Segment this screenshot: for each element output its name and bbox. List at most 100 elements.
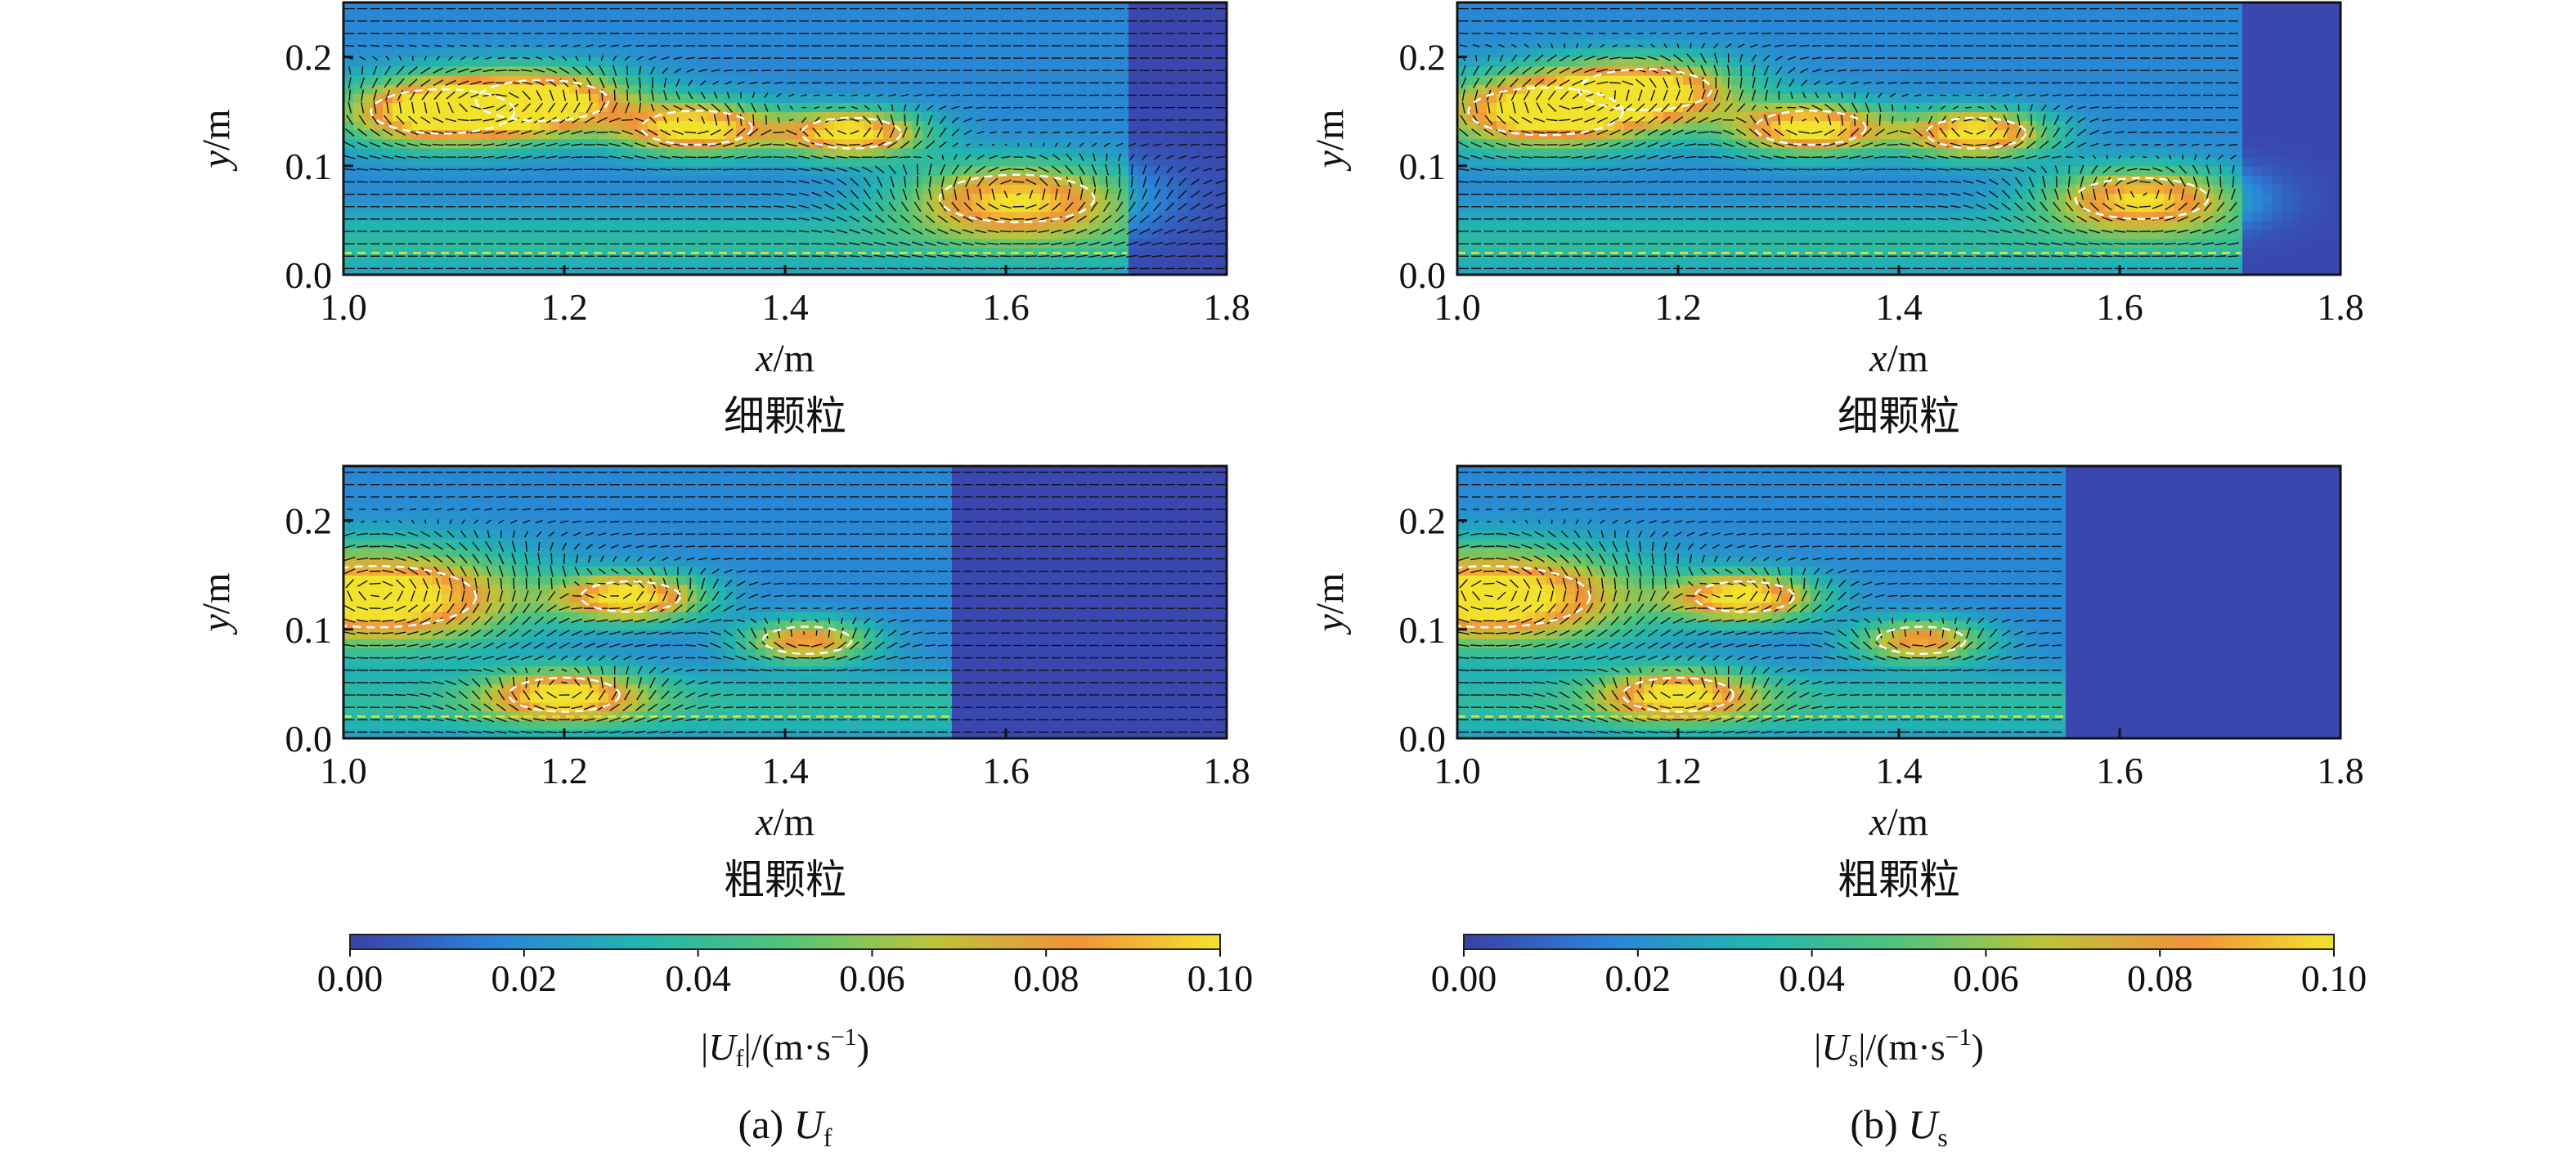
colorbar-b-label-close-bar: |: [1858, 1026, 1865, 1068]
x-axis-label-var: x: [755, 800, 773, 844]
colorbar-tick-label: 0.10: [2301, 957, 2367, 999]
colorbar-b-label-symbol: U: [1821, 1026, 1851, 1068]
x-axis-label-unit: /m: [773, 800, 815, 844]
x-tick-label: 1.8: [2317, 750, 2364, 791]
colorbar-b-label-exp: −1: [1945, 1024, 1972, 1051]
plot-subtitle-3: 粗颗粒: [724, 857, 846, 903]
x-axis-label-unit: /m: [1887, 337, 1928, 380]
caption-b-symbol: U: [1908, 1101, 1940, 1147]
y-axis-label-var: y: [195, 613, 238, 635]
y-tick-label: 0.1: [285, 146, 333, 187]
y-axis-label-1: y/m: [195, 110, 238, 173]
y-axis-label-2: y/m: [1308, 110, 1352, 173]
colorbar-a-bar: [349, 934, 1221, 950]
y-tick-label: 0.2: [285, 37, 333, 78]
x-tick-label: 1.6: [982, 286, 1030, 328]
speed-field-4: [1457, 466, 2340, 738]
x-axis-label-var: x: [1869, 337, 1887, 380]
y-axis-label-4: y/m: [1308, 573, 1352, 636]
colorbar-b: 0.00 0.02 0.04 0.06 0.08 0.10 |Us|/(m·s−1): [1431, 934, 2367, 1072]
contours-2: [1457, 68, 2242, 254]
velocity-vectors-3: [343, 471, 1226, 734]
x-axis-label-1: x/m: [755, 337, 815, 380]
x-tick-label: 1.2: [541, 750, 588, 791]
x-axis-label-var: x: [1869, 800, 1887, 844]
colorbar-a: 0.00 0.02 0.04 0.06 0.08 0.10 |Uf|/(m·s−1): [317, 934, 1254, 1072]
colorbar-tick-label: 0.08: [1013, 957, 1079, 999]
x-tick-label: 1.4: [1875, 286, 1923, 328]
x-ticks-2: 1.0 1.2 1.4 1.6 1.8: [1434, 265, 2364, 328]
colorbar-b-label-unit: /(m·s: [1866, 1026, 1945, 1068]
colorbar-a-label-close-bar: |: [743, 1026, 751, 1068]
y-tick-label: 0.2: [1399, 500, 1447, 542]
y-tick-label: 0.1: [1399, 146, 1447, 187]
colorbar-tick-label: 0.02: [491, 957, 558, 999]
x-tick-label: 1.0: [320, 286, 367, 328]
x-tick-label: 1.4: [761, 286, 809, 328]
colorbar-tick-label: 0.04: [1779, 957, 1845, 999]
caption-a-prefix: (a): [738, 1101, 794, 1147]
colorbar-tick-label: 0.06: [839, 957, 905, 999]
colorbar-tick-label: 0.00: [317, 957, 384, 999]
colorbar-tick-label: 0.08: [2127, 957, 2193, 999]
colorbar-b-label-close: ): [1972, 1026, 1984, 1068]
caption-b: (b) Us: [1850, 1101, 1947, 1152]
y-ticks-1: 0.0 0.1 0.2: [285, 37, 353, 296]
x-ticks-4: 1.0 1.2 1.4 1.6 1.8: [1434, 728, 2364, 791]
x-axis-label-var: x: [755, 337, 773, 380]
velocity-vectors-4: [1457, 471, 2062, 734]
colorbar-b-ticks: 0.00 0.02 0.04 0.06 0.08 0.10: [1431, 949, 2367, 999]
x-tick-label: 1.6: [2096, 286, 2143, 328]
x-ticks-3: 1.0 1.2 1.4 1.6 1.8: [320, 728, 1250, 791]
plot-subtitle-1: 细颗粒: [724, 393, 846, 439]
x-tick-label: 1.6: [2096, 750, 2143, 791]
colorbar-tick-label: 0.06: [1953, 957, 2019, 999]
colorbar-a-label-open-bar: |: [701, 1026, 708, 1068]
x-tick-label: 1.4: [1875, 750, 1923, 791]
y-ticks-3: 0.0 0.1 0.2: [285, 500, 353, 760]
y-axis-label-unit: /m: [195, 110, 238, 151]
y-ticks-4: 0.0 0.1 0.2: [1399, 500, 1467, 760]
colorbar-a-label-symbol: U: [708, 1026, 738, 1068]
y-tick-label: 0.2: [285, 500, 333, 542]
colorbar-a-label: |Uf|/(m·s−1): [701, 1024, 869, 1072]
contours-4: [1457, 565, 2065, 718]
speed-field-1: [343, 2, 1227, 275]
y-tick-label: 0.1: [285, 609, 333, 651]
plot-subtitle-4: 粗颗粒: [1838, 857, 1960, 903]
x-tick-label: 1.2: [1654, 750, 1702, 791]
colorbar-tick-label: 0.10: [1187, 957, 1254, 999]
colorbar-tick-label: 0.00: [1431, 957, 1497, 999]
x-tick-label: 1.0: [1434, 750, 1481, 791]
y-axis-label-unit: /m: [1308, 573, 1352, 615]
y-tick-label: 0.1: [1399, 609, 1447, 651]
caption-b-prefix: (b): [1850, 1101, 1908, 1147]
x-tick-label: 1.8: [1203, 750, 1250, 791]
y-axis-label-var: y: [1308, 613, 1352, 635]
x-tick-label: 1.0: [1434, 286, 1481, 328]
x-tick-label: 1.8: [2317, 286, 2364, 328]
x-tick-label: 1.0: [320, 750, 367, 791]
colorbar-b-label-open-bar: |: [1814, 1026, 1821, 1068]
speed-field-2: [1457, 2, 2340, 275]
colorbar-a-ticks: 0.00 0.02 0.04 0.06 0.08 0.10: [317, 949, 1254, 999]
plot-subtitle-2: 细颗粒: [1838, 393, 1960, 439]
colorbar-tick-label: 0.04: [665, 957, 731, 999]
y-tick-label: 0.0: [1399, 718, 1447, 760]
y-ticks-2: 0.0 0.1 0.2: [1399, 37, 1467, 296]
colorbar-tick-label: 0.02: [1605, 957, 1672, 999]
x-axis-label-3: x/m: [755, 800, 815, 844]
velocity-vectors-2: [1457, 7, 2239, 270]
x-ticks-1: 1.0 1.2 1.4 1.6 1.8: [320, 265, 1250, 328]
y-tick-label: 0.0: [285, 254, 333, 296]
x-axis-label-2: x/m: [1869, 337, 1928, 380]
plot-4: 1.0 1.2 1.4 1.6 1.8 0.0 0.1 0.2 x/my/m 粗颗粒: [1308, 464, 2364, 903]
colorbar-b-label: |Us|/(m·s−1): [1814, 1024, 1984, 1072]
colorbar-a-label-sub: f: [735, 1045, 743, 1072]
speed-field-3: [343, 466, 1227, 738]
y-tick-label: 0.0: [1399, 254, 1447, 296]
x-axis-label-unit: /m: [773, 337, 815, 380]
y-tick-label: 0.0: [285, 718, 333, 760]
